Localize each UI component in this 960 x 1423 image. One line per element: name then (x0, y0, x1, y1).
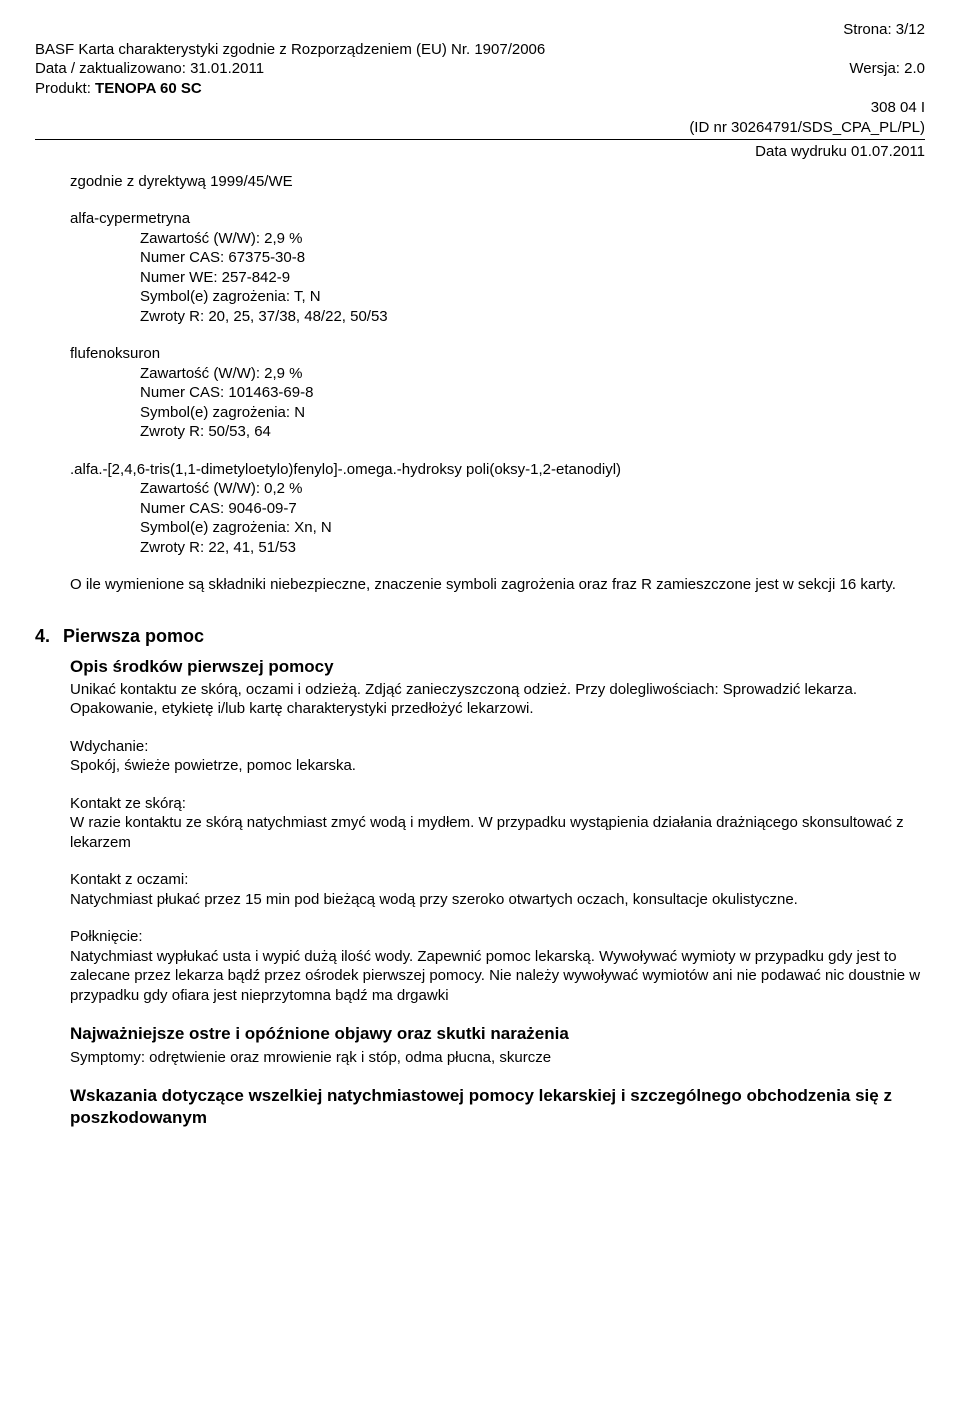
substance-name: alfa-cypermetryna (70, 209, 925, 229)
substance-prop: Symbol(e) zagrożenia: T, N (140, 287, 925, 307)
substance-prop: Zwroty R: 50/53, 64 (140, 422, 925, 442)
subheading: Opis środków pierwszej pomocy (70, 656, 925, 678)
route-label: Kontakt z oczami: (70, 870, 925, 890)
route-label: Połknięcie: (70, 927, 925, 947)
section-heading: 4.Pierwsza pomoc (35, 625, 925, 648)
header-title: BASF Karta charakterystyki zgodnie z Roz… (35, 40, 925, 60)
version: Wersja: 2.0 (849, 59, 925, 79)
section-number: 4. (35, 625, 63, 648)
product-label: Produkt: (35, 80, 95, 97)
substance-prop: Zwroty R: 22, 41, 51/53 (140, 538, 925, 558)
body-text: Natychmiast wypłukać usta i wypić dużą i… (70, 947, 925, 1006)
substance-prop: Zwroty R: 20, 25, 37/38, 48/22, 50/53 (140, 307, 925, 327)
substance-prop: Symbol(e) zagrożenia: N (140, 403, 925, 423)
substance-prop: Numer CAS: 101463-69-8 (140, 383, 925, 403)
substance-prop: Symbol(e) zagrożenia: Xn, N (140, 518, 925, 538)
directive-line: zgodnie z dyrektywą 1999/45/WE (70, 172, 925, 192)
subheading: Najważniejsze ostre i opóźnione objawy o… (70, 1023, 925, 1045)
print-date: Data wydruku 01.07.2011 (35, 142, 925, 162)
route-label: Kontakt ze skórą: (70, 794, 925, 814)
substance-prop: Zawartość (W/W): 2,9 % (140, 229, 925, 249)
substance-prop: Numer WE: 257-842-9 (140, 268, 925, 288)
route-label: Wdychanie: (70, 737, 925, 757)
body-text: Symptomy: odrętwienie oraz mrowienie rąk… (70, 1048, 925, 1068)
body-text: W razie kontaktu ze skórą natychmiast zm… (70, 813, 925, 852)
section-title: Pierwsza pomoc (63, 626, 204, 646)
composition-note: O ile wymienione są składniki niebezpiec… (70, 575, 925, 595)
body-text: Natychmiast płukać przez 15 min pod bież… (70, 890, 925, 910)
substance-prop: Zawartość (W/W): 2,9 % (140, 364, 925, 384)
page-number: Strona: 3/12 (35, 20, 925, 40)
substance-name: .alfa.-[2,4,6-tris(1,1-dimetyloetylo)fen… (70, 460, 925, 480)
substance-block: flufenoksuron Zawartość (W/W): 2,9 % Num… (70, 344, 925, 442)
substance-prop: Zawartość (W/W): 0,2 % (140, 479, 925, 499)
substance-prop: Numer CAS: 9046-09-7 (140, 499, 925, 519)
date-updated: Data / zaktualizowano: 31.01.2011 (35, 59, 264, 79)
substance-block: alfa-cypermetryna Zawartość (W/W): 2,9 %… (70, 209, 925, 326)
header-id: (ID nr 30264791/SDS_CPA_PL/PL) (35, 118, 925, 138)
substance-prop: Numer CAS: 67375-30-8 (140, 248, 925, 268)
header-rule (35, 139, 925, 140)
body-text: Unikać kontaktu ze skórą, oczami i odzie… (70, 680, 925, 719)
subheading: Wskazania dotyczące wszelkiej natychmias… (70, 1085, 925, 1129)
product-name: TENOPA 60 SC (95, 80, 202, 97)
substance-block: .alfa.-[2,4,6-tris(1,1-dimetyloetylo)fen… (70, 460, 925, 558)
substance-name: flufenoksuron (70, 344, 925, 364)
document-header: Strona: 3/12 BASF Karta charakterystyki … (35, 20, 925, 162)
body-text: Spokój, świeże powietrze, pomoc lekarska… (70, 756, 925, 776)
header-code: 308 04 I (35, 98, 925, 118)
